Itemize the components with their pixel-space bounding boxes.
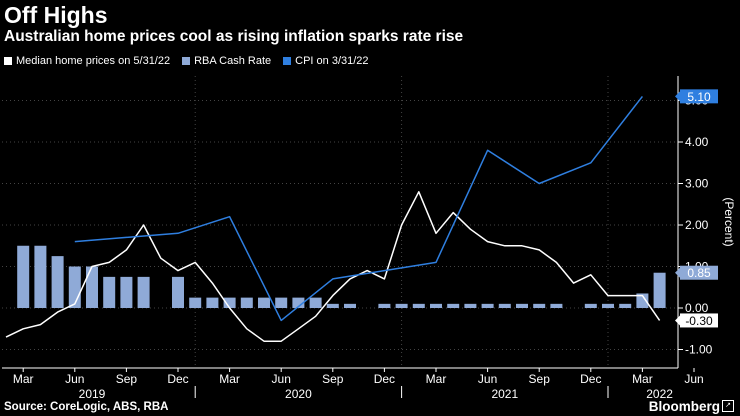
legend-label-cpi: CPI on 3/31/22 — [295, 55, 369, 67]
bar-rba-cash-rate — [378, 303, 391, 308]
x-tick-label: Mar — [219, 372, 240, 386]
line-cpi — [74, 95, 643, 322]
legend-item-rba: RBA Cash Rate — [182, 55, 271, 67]
bar-rba-cash-rate — [172, 276, 184, 308]
bar-rba-cash-rate — [206, 297, 219, 308]
chart-subtitle: Australian home prices cool as rising in… — [4, 28, 464, 45]
x-tick-label: Sep — [529, 372, 551, 386]
last-value-cpi: 5.10 — [687, 90, 711, 104]
legend-item-home-prices: Median home prices on 5/31/22 — [4, 55, 170, 67]
bar-rba-cash-rate — [189, 297, 202, 308]
bar-rba-cash-rate — [516, 303, 528, 308]
bar-rba-cash-rate — [258, 297, 270, 308]
last-value-home-prices: -0.30 — [685, 314, 713, 328]
x-tick-label: Sep — [116, 372, 138, 386]
bar-rba-cash-rate — [464, 303, 477, 308]
bar-rba-cash-rate — [550, 303, 563, 308]
bar-rba-cash-rate — [602, 303, 614, 308]
bar-rba-cash-rate — [653, 272, 666, 308]
x-tick-label: Mar — [426, 372, 447, 386]
last-value-cpi-box — [680, 89, 718, 104]
last-value-rba: 0.85 — [687, 266, 711, 280]
bar-rba-cash-rate — [584, 303, 597, 308]
last-value-rba-pointer — [675, 267, 680, 278]
bar-rba-cash-rate — [51, 256, 64, 308]
x-tick-label: Jun — [272, 372, 291, 386]
chart-title: Off Highs — [4, 2, 108, 28]
x-year-label: 2021 — [491, 387, 518, 401]
y-tick-label: 4.00 — [685, 135, 709, 149]
y-tick-label: 0.00 — [685, 301, 709, 315]
legend-label-home-prices: Median home prices on 5/31/22 — [16, 55, 171, 67]
bar-rba-cash-rate — [86, 266, 98, 308]
legend-swatch-home-prices — [4, 57, 12, 65]
bar-rba-cash-rate — [17, 245, 30, 308]
bar-rba-cash-rate — [103, 276, 116, 308]
x-year-label: 2020 — [285, 387, 312, 401]
bloomberg-mark-icon: ↗ — [722, 400, 734, 412]
bar-rba-cash-rate — [395, 303, 408, 308]
y-axis-title: (Percent) — [722, 197, 736, 246]
bar-rba-cash-rate — [412, 303, 425, 308]
legend-swatch-cpi — [283, 57, 292, 65]
source-note: Source: CoreLogic, ABS, RBA — [4, 401, 169, 413]
bar-rba-cash-rate — [137, 276, 150, 308]
last-value-home-prices-pointer — [675, 315, 680, 326]
bar-rba-cash-rate — [344, 303, 356, 308]
legend: Median home prices on 5/31/22 RBA Cash R… — [4, 55, 369, 67]
x-tick-label: Jun — [684, 372, 703, 386]
y-tick-label: -1.00 — [685, 343, 713, 357]
x-tick-label: Sep — [322, 372, 344, 386]
line-home-prices — [5, 191, 661, 342]
x-tick-label: Dec — [374, 372, 395, 386]
last-value-home-prices-box — [680, 313, 718, 328]
x-tick-label: Dec — [580, 372, 601, 386]
bar-rba-cash-rate — [223, 297, 236, 308]
bar-rba-cash-rate — [309, 297, 322, 308]
x-tick-label: Dec — [167, 372, 188, 386]
bar-rba-cash-rate — [34, 245, 47, 308]
last-value-rba-box — [680, 265, 718, 280]
y-tick-label: 3.00 — [685, 177, 709, 191]
brand-logo: Bloomberg — [648, 399, 720, 414]
x-tick-label: Jun — [478, 372, 497, 386]
x-year-label: 2019 — [79, 387, 106, 401]
bar-rba-cash-rate — [636, 293, 649, 308]
bar-rba-cash-rate — [533, 303, 546, 308]
bar-rba-cash-rate — [619, 303, 632, 308]
y-tick-label: 2.00 — [685, 218, 709, 232]
bar-rba-cash-rate — [240, 297, 253, 308]
legend-item-cpi: CPI on 3/31/22 — [283, 55, 369, 67]
bar-rba-cash-rate — [481, 303, 494, 308]
legend-swatch-rba — [182, 57, 191, 65]
bar-rba-cash-rate — [68, 266, 81, 308]
bar-rba-cash-rate — [326, 303, 339, 308]
x-tick-label: Mar — [13, 372, 34, 386]
bar-rba-cash-rate — [275, 297, 288, 308]
x-year-label: 2022 — [646, 387, 673, 401]
bar-rba-cash-rate — [292, 297, 305, 308]
x-tick-label: Jun — [65, 372, 84, 386]
bar-rba-cash-rate — [120, 276, 133, 308]
x-tick-label: Mar — [632, 372, 653, 386]
last-value-cpi-pointer — [675, 91, 680, 102]
bar-rba-cash-rate — [447, 303, 460, 308]
legend-label-rba: RBA Cash Rate — [194, 55, 272, 67]
bar-rba-cash-rate — [430, 303, 442, 308]
bar-rba-cash-rate — [498, 303, 511, 308]
